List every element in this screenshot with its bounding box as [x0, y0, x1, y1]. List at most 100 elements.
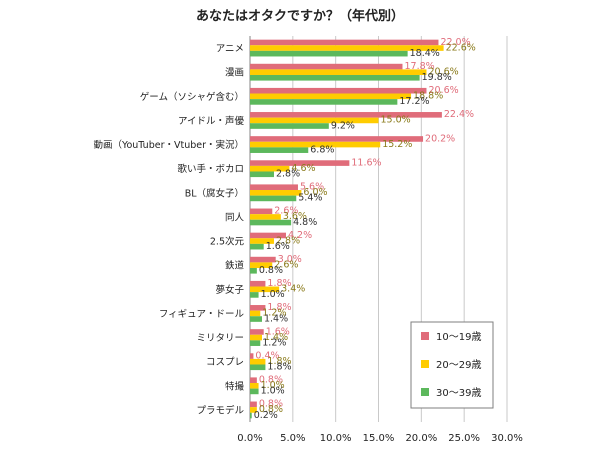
data-label: 19.8%: [422, 72, 452, 83]
bar: [250, 214, 281, 220]
data-label: 0.4%: [255, 350, 279, 361]
data-label: 5.6%: [300, 182, 324, 193]
bar: [250, 401, 257, 408]
bar: [250, 388, 259, 395]
legend-label: 30～39歳: [436, 387, 481, 399]
data-label: 6.8%: [310, 144, 334, 155]
x-tick-label: 30.0%: [491, 433, 523, 444]
category-label: フィギュア・ドール: [159, 309, 245, 320]
data-label: 1.2%: [262, 308, 286, 319]
bar: [250, 407, 257, 413]
bar: [250, 50, 408, 57]
data-label: 4.8%: [293, 217, 317, 228]
category-label: ゲーム（ソシャゲ含む）: [140, 91, 244, 103]
data-label: 2.6%: [274, 259, 298, 270]
bar: [250, 292, 259, 298]
data-label: 3.0%: [278, 254, 302, 265]
x-axis-ticks: 0.0% 5.0% 10.0% 15.0% 20.0% 25.0% 30.0%: [237, 433, 523, 444]
bar: [250, 256, 276, 263]
data-label: 15.2%: [382, 139, 412, 150]
bar: [250, 147, 309, 153]
data-label: 5.4%: [298, 193, 322, 204]
data-label: 17.2%: [399, 96, 429, 107]
data-label: 3.6%: [283, 211, 307, 222]
legend-swatch: [421, 388, 429, 396]
bars: 22.0%22.6%18.4%17.8%20.6%19.8%20.6%18.8%…: [250, 37, 476, 421]
data-label: 9.2%: [331, 120, 355, 131]
bar: [250, 316, 262, 322]
bar: [250, 208, 273, 215]
data-label: 15.0%: [381, 115, 411, 126]
data-label: 20.6%: [428, 66, 458, 77]
data-label: 0.8%: [259, 399, 283, 410]
data-label: 17.8%: [404, 61, 434, 72]
data-label: 4.2%: [288, 230, 312, 241]
bar: [250, 340, 261, 346]
data-label: 20.6%: [428, 85, 458, 96]
bar: [250, 243, 264, 250]
category-label: 2.5次元: [210, 236, 245, 248]
bar: [250, 334, 262, 341]
bar: [250, 358, 266, 365]
bar: [250, 310, 261, 317]
data-label: 3.4%: [281, 284, 305, 295]
data-label: 1.8%: [267, 278, 291, 289]
x-tick-label: 5.0%: [280, 433, 305, 444]
category-label: ミリタリー: [196, 333, 244, 344]
bar: [250, 232, 286, 239]
bar: [250, 165, 290, 172]
bar: [250, 195, 297, 202]
bar: [250, 117, 379, 124]
data-label: 1.6%: [266, 241, 290, 252]
bar: [250, 280, 266, 287]
category-label: アイドル・声優: [178, 115, 245, 127]
bar: [250, 63, 403, 70]
bar: [250, 383, 259, 389]
bar: [250, 364, 266, 371]
x-tick-label: 20.0%: [405, 433, 437, 444]
data-label: 18.8%: [413, 91, 443, 102]
data-label: 22.0%: [440, 37, 470, 48]
category-label: プラモデル: [196, 404, 244, 416]
bar: [250, 353, 254, 359]
category-label: 動画（YouTuber・Vtuber・実況）: [93, 139, 244, 151]
category-label: BL（腐女子）: [185, 187, 244, 199]
bar: [250, 184, 298, 191]
data-label: 1.0%: [261, 380, 285, 391]
bar: [250, 329, 264, 335]
data-label: 6.0%: [303, 187, 327, 198]
data-label: 1.2%: [262, 337, 286, 348]
bar: [250, 123, 329, 129]
bar: [250, 69, 427, 75]
legend-swatch: [421, 332, 429, 340]
bar: [250, 171, 274, 178]
x-tick-label: 15.0%: [363, 433, 395, 444]
category-label: 夢女子: [215, 284, 244, 296]
bar: [250, 377, 257, 384]
data-label: 22.6%: [446, 42, 476, 53]
x-tick-label: 10.0%: [320, 433, 352, 444]
bar: [250, 74, 420, 81]
data-label: 0.8%: [259, 404, 283, 415]
data-label: 1.4%: [264, 313, 288, 324]
legend-swatch: [421, 360, 429, 368]
category-label: 同人: [225, 212, 245, 223]
data-label: 2.8%: [276, 235, 300, 246]
bar: [250, 136, 424, 142]
bar: [250, 219, 292, 226]
legend-label: 20～29歳: [436, 359, 481, 371]
category-label: 歌い手・ボカロ: [177, 163, 244, 175]
data-label: 22.4%: [444, 109, 474, 120]
x-tick-label: 25.0%: [448, 433, 480, 444]
category-label: 特撮: [225, 380, 245, 392]
bar: [250, 190, 302, 196]
category-label: コスプレ: [206, 357, 244, 368]
bar: [250, 45, 444, 51]
bar: [250, 238, 274, 244]
data-label: 0.8%: [259, 375, 283, 386]
category-label: 漫画: [225, 67, 244, 79]
bar: [250, 87, 427, 94]
category-label: 鉄道: [225, 260, 245, 272]
data-label: 1.6%: [266, 326, 290, 337]
